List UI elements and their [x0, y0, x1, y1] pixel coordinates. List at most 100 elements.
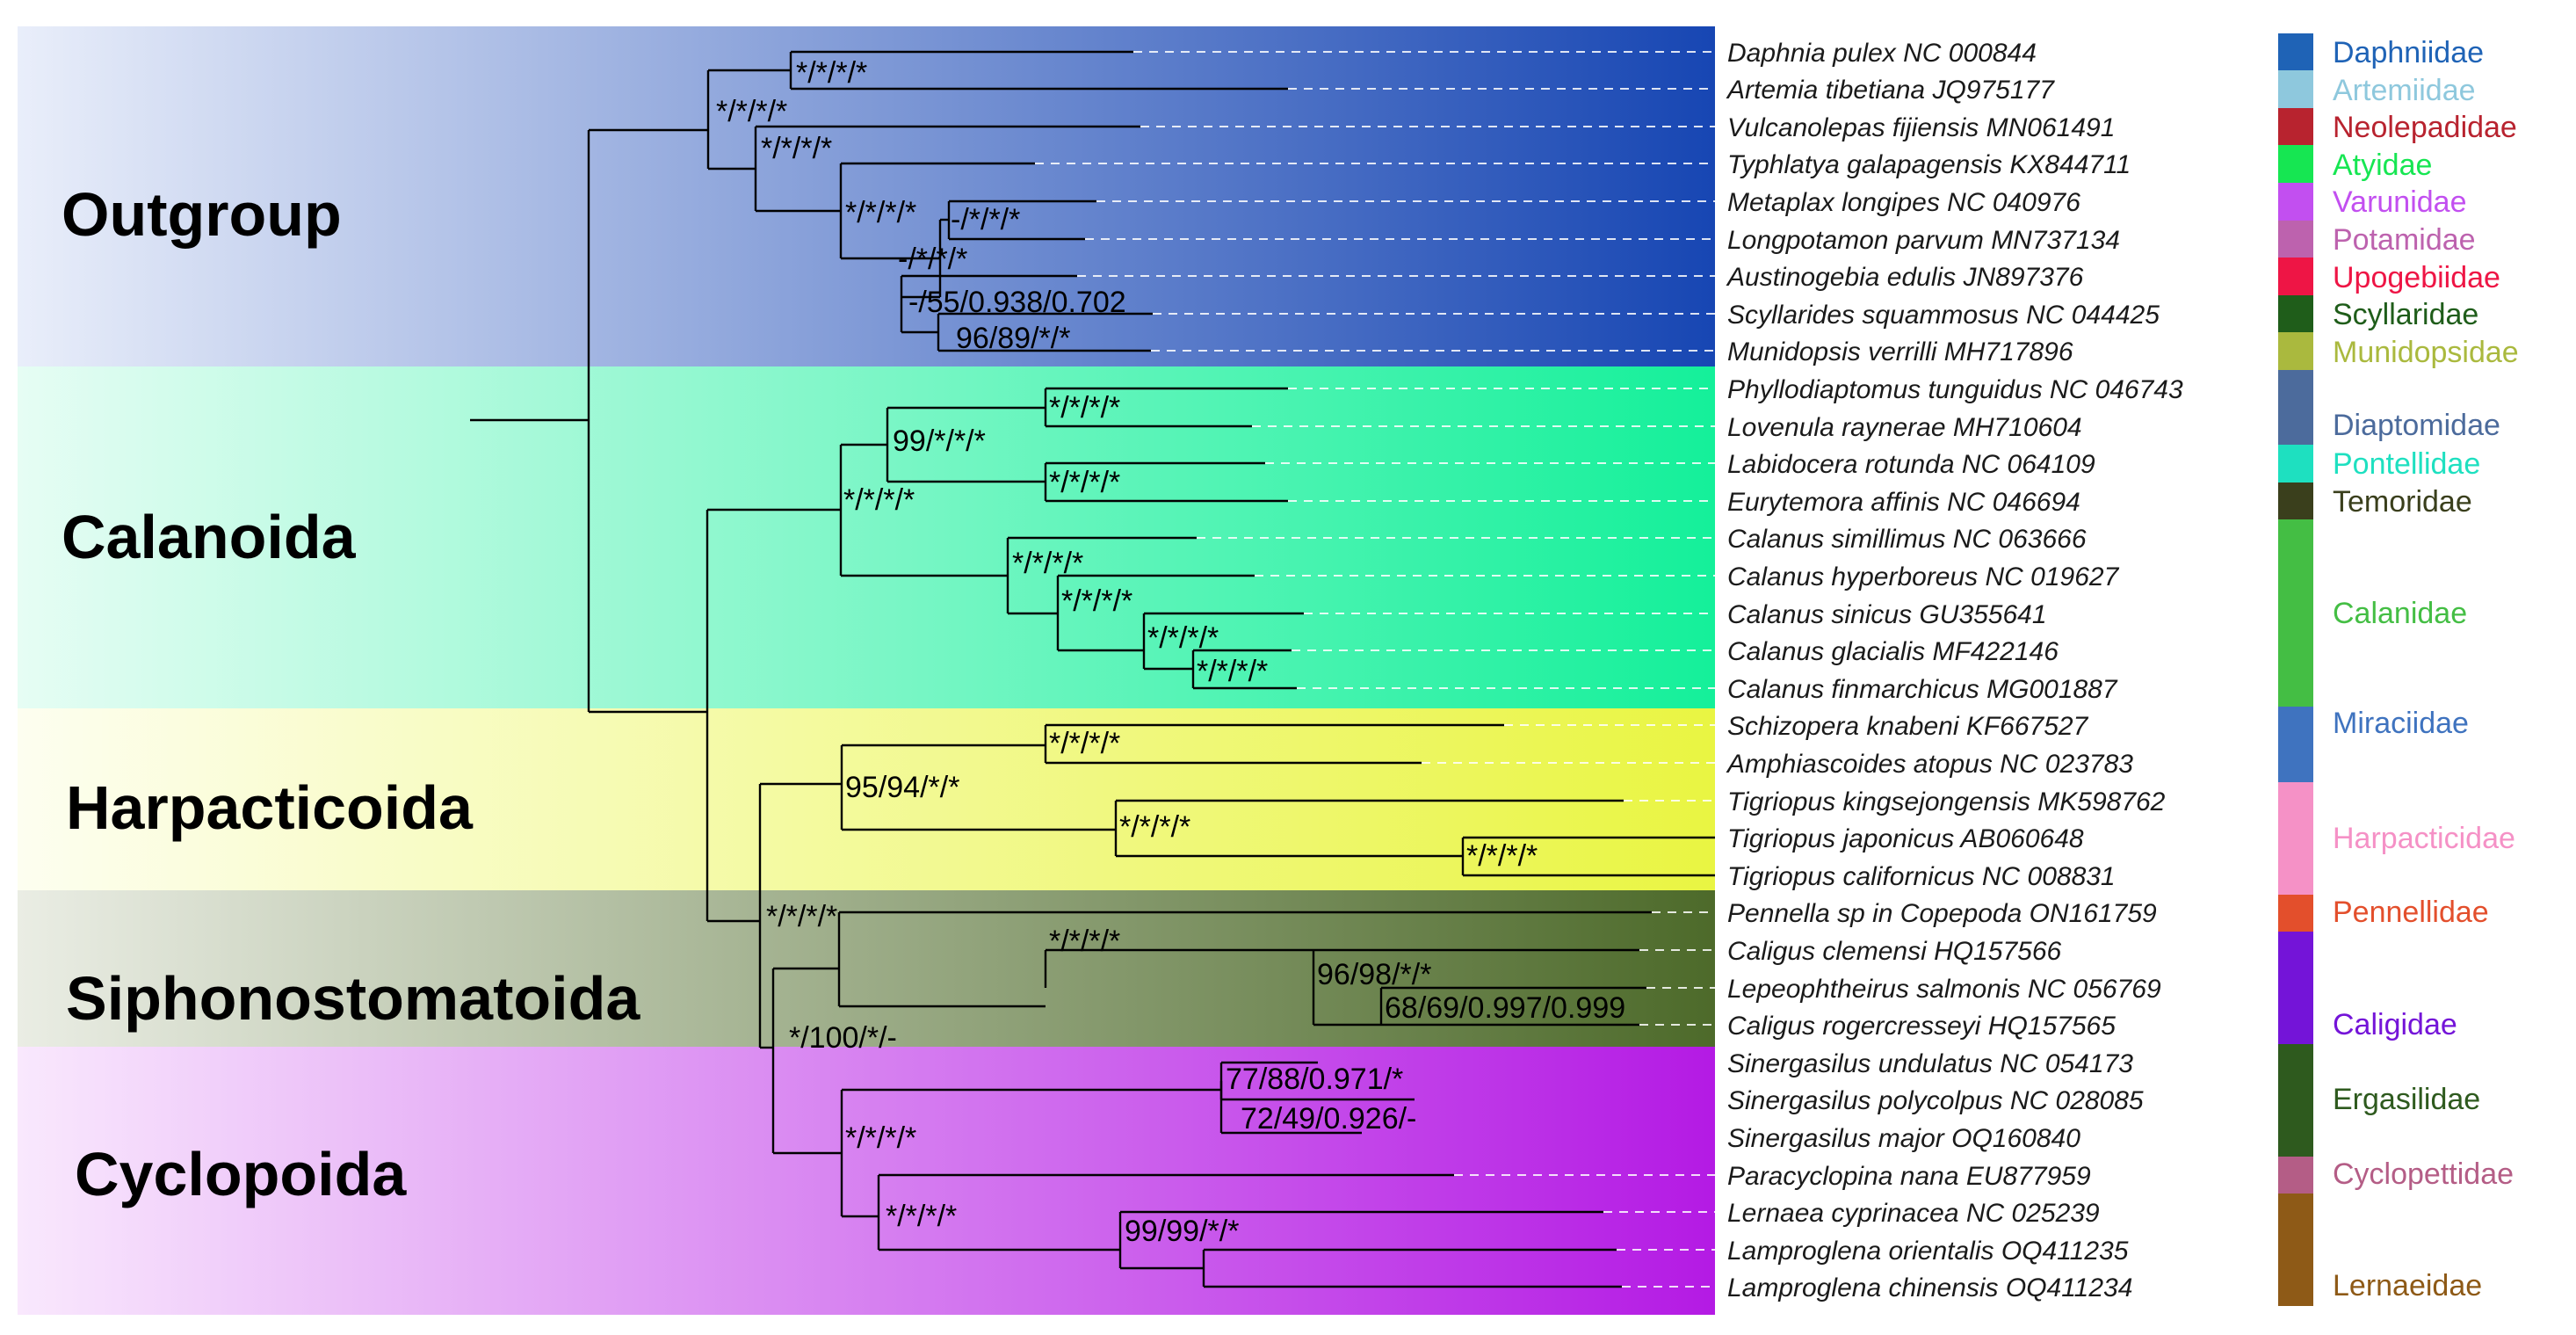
family-label-harpacticidae: Harpacticidae — [2333, 822, 2515, 855]
outgroup-band — [18, 26, 1715, 366]
tree-branches — [470, 50, 1715, 1288]
taxon-label: Typhlatya galapagensis KX844711 — [1727, 150, 2131, 179]
family-bar-ergasilidae — [2278, 1044, 2313, 1157]
family-bar-scyllaridae — [2278, 295, 2313, 332]
support-label: */*/*/* — [1147, 621, 1219, 655]
support-label: */*/*/* — [1049, 466, 1120, 499]
family-label-scyllaridae: Scyllaridae — [2333, 298, 2478, 331]
family-label-daphniidae: Daphniidae — [2333, 36, 2484, 69]
family-bar-pontellidae — [2278, 445, 2313, 482]
taxon-label: Vulcanolepas fijiensis MN061491 — [1727, 113, 2115, 142]
family-label-ergasilidae: Ergasilidae — [2333, 1083, 2480, 1116]
cyclopoida-band — [18, 1047, 1715, 1315]
family-bar-diaptomidae — [2278, 370, 2313, 445]
taxon-label: Caligus clemensi HQ157566 — [1727, 937, 2062, 966]
family-label-lernaeidae: Lernaeidae — [2333, 1269, 2482, 1302]
taxon-label: Tigriopus japonicus AB060648 — [1727, 824, 2084, 853]
taxon-label: Lepeophtheirus salmonis NC 056769 — [1727, 975, 2161, 1004]
taxon-label: Sinergasilus polycolpus NC 028085 — [1727, 1086, 2144, 1115]
family-label-pontellidae: Pontellidae — [2333, 447, 2480, 481]
harpacticoida-band — [18, 708, 1715, 890]
support-label: -/55/0.938/0.702 — [908, 286, 1126, 319]
support-label: 68/69/0.997/0.999 — [1385, 991, 1625, 1025]
taxon-label: Munidopsis verrilli MH717896 — [1727, 337, 2073, 366]
taxon-label: Sinergasilus major OQ160840 — [1727, 1124, 2080, 1153]
taxon-names: Daphnia pulex NC 000844 Artemia tibetian… — [1726, 39, 2183, 1302]
leader-lines — [1035, 51, 1715, 1288]
family-bar-calanidae — [2278, 519, 2313, 707]
taxon-label: Calanus glacialis MF422146 — [1727, 637, 2059, 666]
calanoida-band — [18, 366, 1715, 708]
support-values: */*/*/* */*/*/* */*/*/* */*/*/* -/*/*/* … — [716, 56, 1625, 1248]
family-label-temoridae: Temoridae — [2333, 485, 2472, 519]
support-label: */*/*/* — [845, 1121, 916, 1155]
group-label-siphonostomatoida: Siphonostomatoida — [66, 964, 640, 1033]
taxon-label: Tigriopus californicus NC 008831 — [1727, 862, 2116, 891]
siphonostomatoida-band — [18, 890, 1715, 1047]
taxon-label: Metaplax longipes NC 040976 — [1727, 188, 2080, 217]
support-label: */*/*/* — [1197, 655, 1268, 688]
support-label: */*/*/* — [761, 132, 832, 165]
support-label: 72/49/0.926/- — [1241, 1102, 1416, 1135]
family-bar-munidopsidae — [2278, 332, 2313, 370]
family-label-upogebiidae: Upogebiidae — [2333, 261, 2500, 294]
support-label: */*/*/* — [716, 95, 787, 128]
taxon-label: Calanus simillimus NC 063666 — [1727, 525, 2087, 554]
group-label-cyclopoida: Cyclopoida — [75, 1140, 407, 1208]
support-label: */*/*/* — [796, 56, 867, 90]
taxon-label: Labidocera rotunda NC 064109 — [1727, 450, 2095, 479]
family-label-munidopsidae: Munidopsidae — [2333, 336, 2519, 369]
taxon-label: Phyllodiaptomus tunguidus NC 046743 — [1727, 375, 2183, 404]
family-bar-upogebiidae — [2278, 258, 2313, 295]
family-bar-potamidae — [2278, 221, 2313, 258]
family-label-varunidae: Varunidae — [2333, 185, 2467, 219]
support-label: 96/98/*/* — [1317, 958, 1431, 991]
support-label: */*/*/* — [766, 900, 837, 933]
support-label: */*/*/* — [1466, 839, 1538, 873]
family-bar-pennellidae — [2278, 895, 2313, 932]
taxon-label: Sinergasilus undulatus NC 054173 — [1727, 1049, 2133, 1078]
family-bar-artemiidae — [2278, 70, 2313, 108]
support-label: 95/94/*/* — [845, 771, 959, 804]
support-label: */*/*/* — [845, 196, 916, 229]
taxon-label: Artemia tibetiana JQ975177 — [1726, 76, 2055, 105]
taxon-label: Scyllarides squammosus NC 044425 — [1727, 301, 2160, 330]
group-label-calanoida: Calanoida — [62, 503, 357, 571]
taxon-label: Caligus rogercresseyi HQ157565 — [1727, 1012, 2116, 1041]
family-label-diaptomidae: Diaptomidae — [2333, 409, 2500, 442]
family-bar-neolepadidae — [2278, 108, 2313, 145]
family-bar-daphniidae — [2278, 33, 2313, 70]
taxon-label: Paracyclopina nana EU877959 — [1727, 1162, 2091, 1191]
family-label-pennellidae: Pennellidae — [2333, 896, 2489, 929]
family-bar-temoridae — [2278, 482, 2313, 519]
group-label-outgroup: Outgroup — [62, 180, 342, 249]
family-label-caligidae: Caligidae — [2333, 1008, 2457, 1041]
family-label-artemiidae: Artemiidae — [2333, 74, 2476, 107]
taxon-label: Lamproglena chinensis OQ411234 — [1727, 1273, 2132, 1302]
support-label: 99/*/*/* — [893, 424, 986, 458]
taxon-label: Calanus sinicus GU355641 — [1727, 600, 2047, 629]
taxon-label: Eurytemora affinis NC 046694 — [1727, 488, 2080, 517]
support-label: 96/89/*/* — [956, 322, 1070, 355]
family-label-potamidae: Potamidae — [2333, 223, 2476, 257]
family-label-neolepadidae: Neolepadidae — [2333, 111, 2517, 144]
family-legend: Daphniidae Artemiidae Neolepadidae Atyid… — [2278, 33, 2519, 1306]
family-label-atyidae: Atyidae — [2333, 149, 2432, 182]
family-bar-caligidae — [2278, 932, 2313, 1044]
taxon-label: Calanus finmarchicus MG001887 — [1727, 675, 2118, 704]
support-label: 77/88/0.971/* — [1226, 1063, 1403, 1096]
support-label: */*/*/* — [1049, 391, 1120, 424]
taxon-label: Lernaea cyprinacea NC 025239 — [1727, 1199, 2100, 1228]
family-bar-miraciidae — [2278, 707, 2313, 782]
support-label: -/*/*/* — [898, 243, 967, 276]
support-label: */*/*/* — [843, 483, 915, 517]
taxon-label: Longpotamon parvum MN737134 — [1727, 226, 2120, 255]
family-label-calanidae: Calanidae — [2333, 597, 2467, 630]
family-label-cyclopettidae: Cyclopettidae — [2333, 1157, 2514, 1191]
taxon-label: Amphiascoides atopus NC 023783 — [1726, 750, 2133, 779]
family-bar-lernaeidae — [2278, 1194, 2313, 1306]
family-bar-varunidae — [2278, 183, 2313, 221]
taxon-label: Lovenula raynerae MH710604 — [1727, 413, 2082, 442]
taxon-label: Lamproglena orientalis OQ411235 — [1727, 1237, 2129, 1266]
